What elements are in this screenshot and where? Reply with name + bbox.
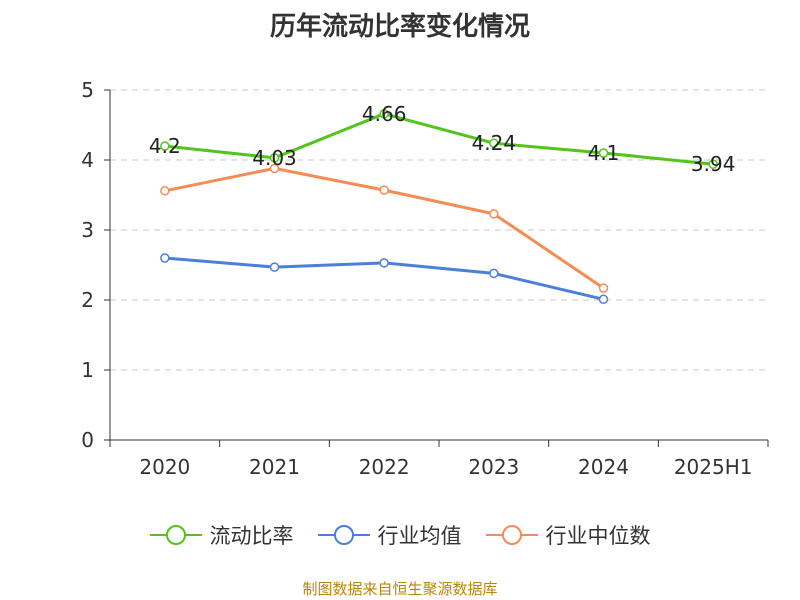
x-tick-label-2024: 2024 <box>578 455 629 479</box>
legend-marker-icon <box>149 525 202 545</box>
x-tick-label-2020: 2020 <box>139 455 190 479</box>
data-point-2-4 <box>598 283 609 293</box>
data-point-2-2 <box>379 185 389 195</box>
x-tick-label-2022: 2022 <box>359 455 410 479</box>
x-tick-label-2023: 2023 <box>468 455 519 479</box>
data-labels: 4.2 4.03 4.66 4.24 4.1 3.94 <box>149 102 736 176</box>
chart-title: 历年流动比率变化情况 <box>269 12 530 42</box>
data-point-0-4 <box>598 148 609 158</box>
series-line-0 <box>164 112 714 166</box>
data-label-0-4: 4.1 <box>588 141 620 165</box>
data-point-2-3 <box>489 209 499 219</box>
legend-item-1[interactable]: 行业均值 <box>317 520 462 550</box>
data-point-1-0 <box>160 253 170 263</box>
data-point-1-2 <box>379 258 389 268</box>
legend-label: 行业中位数 <box>545 524 651 548</box>
data-point-2-0 <box>160 186 170 196</box>
legend-label: 行业均值 <box>377 524 462 548</box>
legend-marker-icon <box>485 525 538 545</box>
y-tick-label-0: 0 <box>81 428 94 452</box>
y-tick-label-4: 4 <box>81 148 94 172</box>
legend-item-0[interactable]: 流动比率 <box>149 520 294 550</box>
y-tick-label-3: 3 <box>81 218 94 242</box>
data-point-0-1 <box>269 153 280 163</box>
data-label-0-5: 3.94 <box>691 152 736 176</box>
data-point-0-0 <box>160 141 170 151</box>
y-tick-label-1: 1 <box>81 358 94 382</box>
legend-marker-icon <box>317 525 370 545</box>
data-point-0-3 <box>489 138 499 148</box>
axes: 0 1 2 3 4 5 2020 2021 2022 2023 2024 2025H1 <box>81 78 769 479</box>
series-lines <box>160 109 718 305</box>
data-label-0-2: 4.66 <box>362 102 407 126</box>
y-tick-label-2: 2 <box>81 288 94 312</box>
legend-label: 流动比率 <box>209 524 294 548</box>
data-label-0-1: 4.03 <box>252 146 297 170</box>
data-label-0-0: 4.2 <box>149 134 181 158</box>
data-point-1-4 <box>598 294 609 305</box>
legend: 流动比率 行业均值 行业中位数 <box>0 520 800 550</box>
data-point-1-3 <box>489 268 499 279</box>
data-point-2-1 <box>269 163 280 174</box>
source-note: 制图数据来自恒生聚源数据库 <box>302 580 498 598</box>
legend-item-2[interactable]: 行业中位数 <box>485 520 651 550</box>
y-tick-label-5: 5 <box>81 78 94 102</box>
x-tick-label-2021: 2021 <box>249 455 300 479</box>
grid-lines <box>110 89 768 371</box>
data-label-0-3: 4.24 <box>472 131 517 155</box>
data-point-0-2 <box>379 109 389 119</box>
x-tick-label-2025H1: 2025H1 <box>674 455 753 479</box>
data-point-0-5 <box>708 159 718 169</box>
data-point-1-1 <box>269 262 280 272</box>
